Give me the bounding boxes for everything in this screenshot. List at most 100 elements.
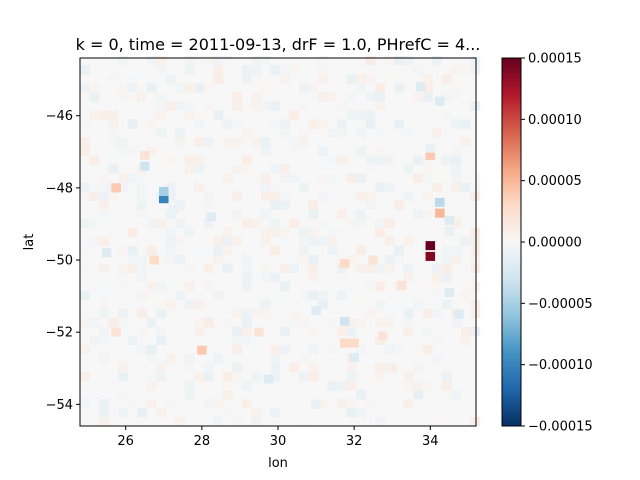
heatmap-cell — [317, 236, 328, 247]
heatmap-cell — [432, 272, 443, 283]
heatmap-cell — [80, 146, 90, 156]
heatmap-cell — [317, 191, 328, 201]
heatmap-cell — [425, 251, 436, 261]
heatmap-cell — [270, 272, 281, 283]
heatmap-cell — [127, 254, 138, 265]
heatmap-cell — [184, 110, 195, 120]
heatmap-cell — [422, 92, 433, 102]
heatmap-cell — [156, 101, 167, 111]
heatmap-cell — [270, 344, 281, 355]
heatmap-cell — [422, 326, 433, 337]
heatmap-cell — [111, 327, 121, 337]
heatmap-cell — [241, 389, 252, 400]
heatmap-cell — [470, 281, 481, 292]
heatmap-cell — [451, 164, 462, 174]
heatmap-cell — [251, 65, 262, 75]
heatmap-cell — [232, 119, 243, 129]
heatmap-cell — [451, 182, 462, 192]
heatmap-cell — [327, 236, 338, 247]
heatmap-cell — [375, 182, 386, 192]
heatmap-cell — [146, 398, 157, 409]
heatmap-cell — [194, 299, 205, 310]
heatmap-cell — [441, 155, 452, 165]
heatmap-cell — [339, 316, 350, 326]
heatmap-cell — [298, 245, 309, 256]
heatmap-cell — [279, 281, 290, 292]
heatmap-cell — [213, 353, 224, 364]
heatmap-cell — [394, 56, 405, 66]
heatmap-cell — [451, 155, 462, 165]
heatmap-cell — [137, 326, 148, 337]
heatmap-cell — [127, 227, 138, 237]
heatmap-cell — [156, 335, 167, 346]
heatmap-cell — [416, 82, 426, 92]
heatmap-cell — [346, 254, 357, 265]
heatmap-cell — [251, 371, 262, 382]
heatmap-cell — [241, 128, 252, 138]
heatmap-cell — [99, 335, 109, 346]
heatmap-cell — [365, 263, 376, 274]
heatmap-cell — [260, 272, 271, 283]
heatmap-cell — [270, 245, 281, 256]
heatmap-cell — [403, 398, 414, 409]
heatmap-cell — [251, 308, 262, 319]
heatmap-cell — [279, 74, 290, 84]
heatmap-cell — [298, 128, 309, 138]
heatmap-cell — [213, 110, 224, 120]
heatmap-cell — [337, 398, 347, 409]
heatmap-cell — [279, 263, 290, 274]
heatmap-cell — [118, 407, 128, 418]
heatmap-cell — [346, 407, 357, 418]
heatmap-cell — [289, 146, 300, 156]
heatmap-cell — [99, 299, 109, 310]
heatmap-cell — [222, 173, 233, 183]
heatmap-cell — [346, 74, 357, 84]
heatmap-cell — [251, 173, 262, 183]
heatmap-cell — [89, 92, 100, 102]
heatmap-cell — [460, 182, 471, 192]
heatmap-cell — [127, 245, 138, 256]
heatmap-cell — [394, 200, 405, 210]
heatmap-cell — [327, 173, 338, 183]
heatmap-cell — [99, 407, 109, 418]
heatmap-cell — [422, 155, 433, 165]
heatmap-cell — [156, 92, 167, 102]
heatmap-cells — [80, 56, 481, 427]
heatmap-cell — [222, 416, 233, 427]
heatmap-cell — [317, 65, 328, 75]
heatmap-cell — [441, 371, 452, 382]
heatmap-cell — [118, 272, 128, 283]
heatmap-cell — [99, 110, 109, 120]
heatmap-cell — [289, 65, 300, 75]
heatmap-cell — [384, 317, 395, 328]
heatmap-cell — [403, 371, 414, 382]
heatmap-cell — [203, 83, 214, 93]
heatmap-cell — [375, 101, 386, 111]
heatmap-cell — [80, 245, 90, 256]
heatmap-cell — [308, 371, 319, 382]
heatmap-cell — [194, 164, 205, 174]
colorbar-tick-label: 0.00005 — [528, 174, 582, 189]
heatmap-cell — [377, 331, 388, 341]
heatmap-cell — [289, 218, 300, 228]
heatmap-cell — [89, 110, 100, 120]
heatmap-cell — [470, 191, 481, 201]
heatmap-cell — [270, 362, 281, 373]
heatmap-cell — [222, 119, 233, 129]
heatmap-cell — [213, 155, 224, 165]
heatmap-cell — [298, 254, 309, 265]
heatmap-cell — [356, 407, 366, 418]
heatmap-cell — [422, 281, 433, 292]
heatmap-cell — [175, 416, 186, 427]
heatmap-cell — [80, 371, 90, 382]
heatmap-cell — [270, 119, 281, 129]
heatmap-cell — [384, 218, 395, 228]
heatmap-cell — [108, 164, 119, 174]
heatmap-cell — [308, 317, 319, 328]
heatmap-cell — [80, 191, 90, 201]
heatmap-cell — [241, 308, 252, 319]
heatmap-cell — [156, 110, 167, 120]
heatmap-cell — [365, 119, 376, 129]
heatmap-cell — [298, 182, 309, 192]
